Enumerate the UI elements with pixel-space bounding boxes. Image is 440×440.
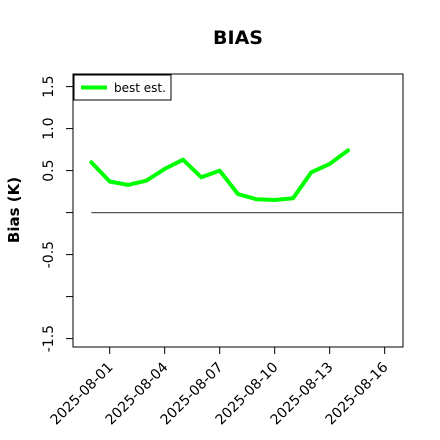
series-layer [89, 148, 350, 202]
x-axis: 2025-08-012025-08-042025-08-072025-08-10… [48, 347, 392, 428]
y-tick-label: 1.0 [41, 117, 57, 139]
series-line-best-est [89, 148, 350, 202]
y-tick-label: 0.5 [41, 159, 57, 181]
legend: best est. [73, 74, 172, 101]
chart-title: BIAS [213, 27, 263, 49]
legend-label-best-est: best est. [114, 81, 166, 95]
y-axis: -1.5 -0.5 0.5 1.0 1.5 [41, 75, 73, 352]
plot-frame [72, 73, 404, 348]
y-tick-label: -1.5 [41, 325, 57, 352]
y-axis-label: Bias (K) [5, 177, 23, 243]
y-tick-label: -0.5 [41, 241, 57, 268]
y-tick-label: 1.5 [41, 75, 57, 97]
